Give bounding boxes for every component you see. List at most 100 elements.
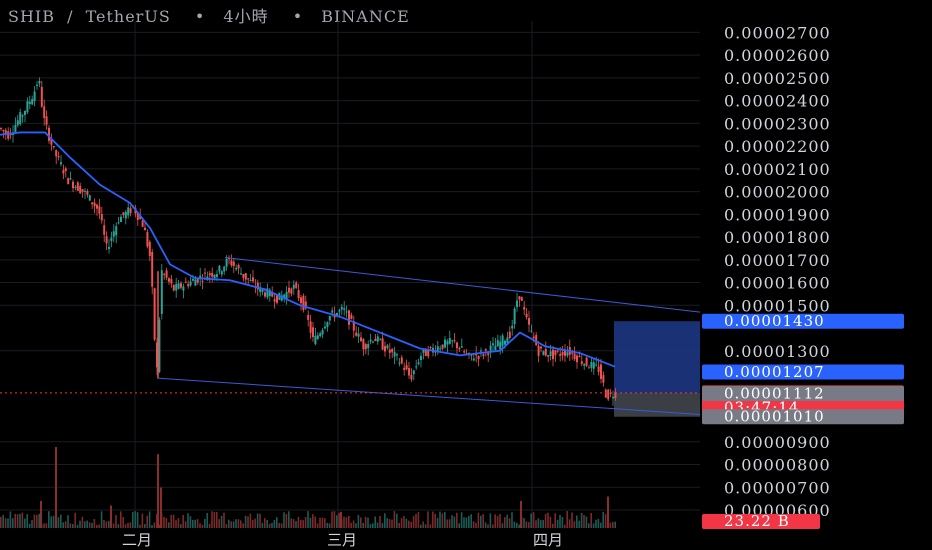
candle-body [115,226,118,236]
volume-bar [21,512,24,528]
volume-bar [122,517,124,528]
volume-bar [376,522,379,528]
volume-bar [43,523,45,528]
price-tick-label: 0.00002100 [724,160,831,179]
volume-bar [360,517,362,528]
candle-body [84,190,86,192]
candle-body [225,258,228,267]
volume-bar [228,519,230,528]
candle-body [338,310,341,312]
volume-spike [340,511,342,528]
volume-bar [362,522,364,528]
price-tick-label: 0.00001900 [724,205,831,224]
candle-body [21,115,24,117]
volume-bar [597,518,600,528]
volume-bar [381,523,384,528]
volume-bar [189,516,192,528]
candle-body [192,278,194,281]
volume-bar [535,520,537,528]
candle-body [554,350,557,356]
volume-bar [441,513,444,528]
volume-bar [328,523,331,528]
interval-label: 4小時 [223,7,269,26]
volume-bar [501,523,504,528]
volume-bar [372,523,374,528]
volume-bar [201,524,204,528]
candle-body [76,182,79,191]
candle-body [261,289,264,292]
volume-bar [446,519,448,528]
volume-bar [199,523,201,528]
volume-bar [552,523,554,528]
candle-body [612,396,614,399]
volume-bar [182,515,184,528]
candle-body [204,272,206,274]
candle-body [453,340,456,342]
candle-body [585,357,588,366]
price-tick-label: 0.00002500 [724,69,831,88]
candle-body [194,279,197,286]
volume-bar [129,522,132,528]
candle-body [93,202,96,207]
candle-body [98,206,101,214]
volume-bar [532,512,535,528]
volume-bar [280,523,283,528]
candle-body [547,355,550,357]
price-tick-label: 0.00001500 [724,296,831,315]
volume-bar [523,518,525,528]
symbol-separator: / [67,7,74,26]
time-axis[interactable]: 二月 三月 四月 [122,531,563,549]
volume-bar [223,512,225,528]
candle-body [405,365,408,370]
candle-body [403,367,406,370]
candle-body [499,341,502,350]
volume-bar [148,511,151,528]
candle-body [235,267,238,270]
candle-body [7,131,10,139]
volume-bar [537,518,540,528]
volume-bar [484,522,487,528]
volume-bar [170,515,172,528]
candle-body [256,282,259,290]
exchange-name: BINANCE [321,7,410,26]
candle-body [218,265,221,272]
candle-body [367,343,370,349]
volume-bar [117,524,120,528]
price-axis[interactable]: 0.00002700 0.00002600 0.00002500 0.00002400… [724,23,831,520]
volume-bar [115,514,117,528]
candle-body [535,334,538,346]
candle-body [240,273,242,275]
candle-body [163,273,166,275]
candle-body [352,321,355,331]
header-dot-1: • [194,7,206,26]
volume-bar [350,522,352,528]
volume-bar [67,515,69,528]
candle-body [319,333,322,337]
volume-bar [74,512,76,528]
candle-body [396,354,398,356]
volume-bar [26,514,28,528]
candle-body [208,273,211,276]
candle-body [362,339,365,350]
candle-body [184,281,187,283]
candle-body [528,318,530,325]
volume-bar [312,514,314,528]
volume-bar [0,516,2,528]
volume-bar [424,524,427,528]
volume-bar [470,514,472,528]
price-tags: 0.000014300.000012070.0000111503:47:140.… [702,312,904,530]
volume-bar [568,519,571,528]
volume-bar [141,513,144,528]
candle-body [475,353,478,356]
volume-bar [590,513,592,528]
candle-body [16,120,19,126]
candle-body [518,296,521,300]
candle-body [86,191,89,195]
volume-bar [218,519,220,528]
volume-bar [444,511,446,528]
volume-bar [208,523,211,528]
volume-bar [451,515,453,528]
volume-bar [499,514,501,528]
candle-body [96,204,98,209]
